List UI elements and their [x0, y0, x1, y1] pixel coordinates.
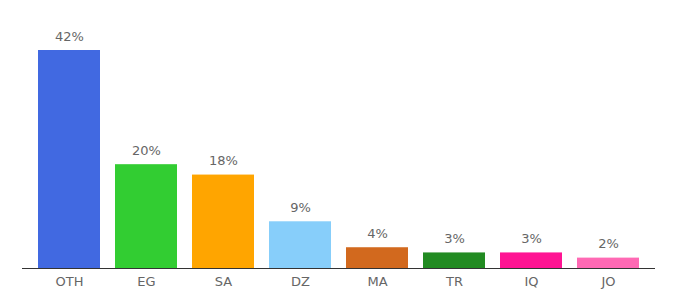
- svg-text:3%: 3%: [444, 231, 465, 246]
- svg-text:MA: MA: [367, 274, 387, 289]
- svg-text:JO: JO: [600, 274, 615, 289]
- svg-text:20%: 20%: [132, 143, 161, 158]
- svg-text:SA: SA: [215, 274, 232, 289]
- svg-text:OTH: OTH: [56, 274, 84, 289]
- svg-text:EG: EG: [137, 274, 155, 289]
- svg-text:2%: 2%: [598, 236, 619, 251]
- svg-text:IQ: IQ: [524, 274, 538, 289]
- svg-text:9%: 9%: [290, 200, 311, 215]
- svg-text:TR: TR: [445, 274, 463, 289]
- svg-text:3%: 3%: [521, 231, 542, 246]
- svg-text:DZ: DZ: [291, 274, 310, 289]
- svg-text:4%: 4%: [367, 226, 388, 241]
- svg-text:18%: 18%: [209, 153, 238, 168]
- svg-text:42%: 42%: [55, 29, 84, 44]
